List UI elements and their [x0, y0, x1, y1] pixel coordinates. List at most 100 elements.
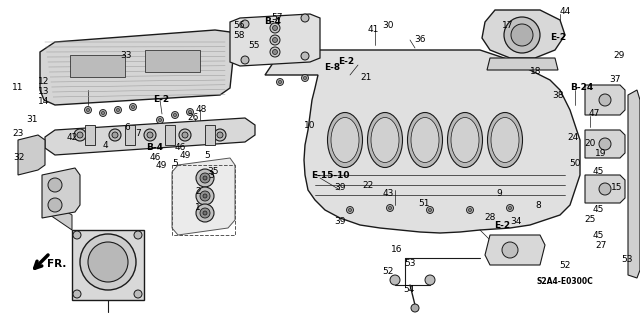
- Text: 29: 29: [613, 50, 625, 60]
- Circle shape: [131, 106, 134, 108]
- Text: 5: 5: [204, 151, 210, 160]
- Circle shape: [203, 176, 207, 180]
- Circle shape: [426, 206, 433, 213]
- Circle shape: [276, 78, 284, 85]
- Text: 37: 37: [609, 75, 621, 84]
- Circle shape: [116, 108, 120, 112]
- Circle shape: [203, 211, 207, 215]
- Text: 56: 56: [233, 21, 244, 31]
- Text: 31: 31: [26, 115, 38, 124]
- Text: 52: 52: [382, 268, 394, 277]
- Circle shape: [509, 206, 511, 210]
- Text: 52: 52: [559, 261, 571, 270]
- Circle shape: [511, 24, 533, 46]
- Text: 18: 18: [531, 68, 541, 77]
- Circle shape: [200, 173, 210, 183]
- Polygon shape: [50, 205, 72, 230]
- Circle shape: [73, 290, 81, 298]
- Circle shape: [429, 209, 431, 211]
- Circle shape: [84, 107, 92, 114]
- Text: 3: 3: [208, 170, 214, 180]
- Ellipse shape: [488, 113, 522, 167]
- Text: E-8: E-8: [324, 63, 340, 72]
- Circle shape: [599, 138, 611, 150]
- Circle shape: [159, 118, 161, 122]
- Ellipse shape: [491, 117, 519, 162]
- Text: 45: 45: [592, 232, 604, 241]
- Circle shape: [217, 132, 223, 138]
- Text: 48: 48: [195, 106, 207, 115]
- Circle shape: [102, 112, 104, 115]
- Circle shape: [112, 132, 118, 138]
- Circle shape: [189, 110, 191, 114]
- Circle shape: [599, 94, 611, 106]
- Circle shape: [115, 107, 122, 114]
- Circle shape: [241, 56, 249, 64]
- Ellipse shape: [367, 113, 403, 167]
- Circle shape: [502, 242, 518, 258]
- Text: 15: 15: [611, 183, 623, 192]
- Text: 46: 46: [174, 144, 186, 152]
- Circle shape: [506, 204, 513, 211]
- Polygon shape: [125, 125, 135, 145]
- Text: 54: 54: [403, 286, 415, 294]
- Text: 5: 5: [172, 159, 178, 167]
- Circle shape: [301, 75, 308, 81]
- Text: 21: 21: [360, 73, 372, 83]
- Circle shape: [467, 206, 474, 213]
- Ellipse shape: [411, 117, 439, 162]
- Circle shape: [203, 194, 207, 198]
- Circle shape: [273, 38, 278, 42]
- Polygon shape: [585, 175, 625, 203]
- Text: 22: 22: [362, 181, 374, 189]
- Text: E-15-10: E-15-10: [311, 170, 349, 180]
- Circle shape: [388, 206, 392, 210]
- Text: E-2: E-2: [338, 57, 354, 66]
- Circle shape: [200, 208, 210, 218]
- Ellipse shape: [408, 113, 442, 167]
- Circle shape: [179, 129, 191, 141]
- Circle shape: [599, 183, 611, 195]
- Circle shape: [172, 112, 179, 118]
- Circle shape: [346, 206, 353, 213]
- Bar: [72, 230, 144, 300]
- Text: 20: 20: [584, 139, 596, 149]
- Text: 16: 16: [391, 244, 403, 254]
- Text: 58: 58: [233, 32, 244, 41]
- Polygon shape: [585, 130, 625, 158]
- Text: B-4: B-4: [147, 144, 163, 152]
- Ellipse shape: [328, 113, 362, 167]
- Text: 25: 25: [584, 216, 596, 225]
- Text: 36: 36: [414, 35, 426, 44]
- Circle shape: [390, 275, 400, 285]
- Circle shape: [301, 14, 309, 22]
- Circle shape: [301, 52, 309, 60]
- Text: 30: 30: [382, 20, 394, 29]
- Circle shape: [273, 26, 278, 31]
- Circle shape: [241, 20, 249, 28]
- Text: 38: 38: [552, 92, 564, 100]
- Ellipse shape: [331, 117, 359, 162]
- Circle shape: [86, 108, 90, 112]
- Text: 10: 10: [304, 121, 316, 130]
- Circle shape: [303, 77, 307, 79]
- Text: 26: 26: [188, 114, 198, 122]
- Circle shape: [196, 187, 214, 205]
- Polygon shape: [165, 125, 175, 145]
- Text: 39: 39: [334, 218, 346, 226]
- Text: 17: 17: [502, 21, 514, 31]
- Ellipse shape: [447, 113, 483, 167]
- Text: 57: 57: [271, 13, 283, 23]
- Polygon shape: [42, 168, 80, 218]
- Text: 45: 45: [592, 205, 604, 214]
- Circle shape: [468, 209, 472, 211]
- Circle shape: [173, 114, 177, 116]
- Text: 8: 8: [535, 201, 541, 210]
- Polygon shape: [172, 158, 235, 235]
- Circle shape: [214, 129, 226, 141]
- Text: 9: 9: [496, 189, 502, 198]
- Circle shape: [270, 47, 280, 57]
- Text: 55: 55: [248, 41, 260, 50]
- Circle shape: [504, 17, 540, 53]
- Text: 41: 41: [367, 26, 379, 34]
